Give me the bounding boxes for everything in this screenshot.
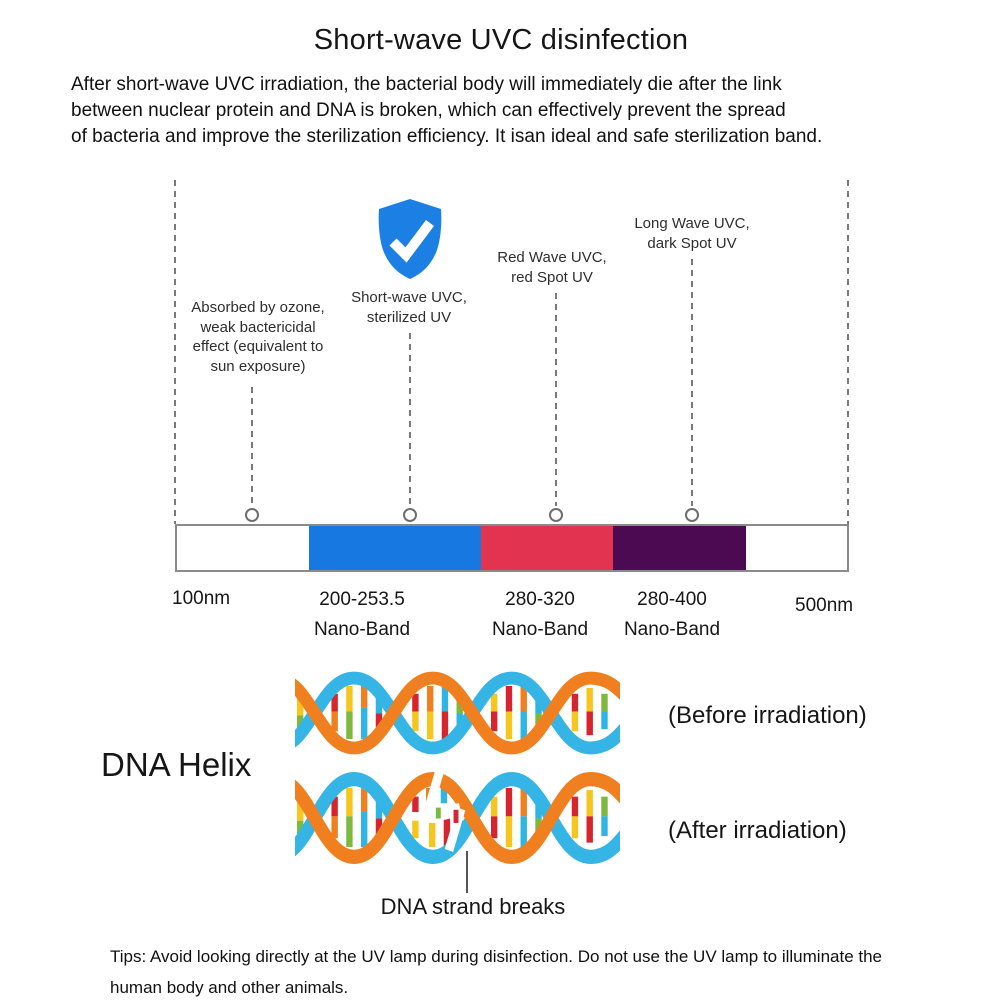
band-uvb-red <box>481 526 613 570</box>
annotation-line: dark Spot UV <box>647 234 737 252</box>
uv-spectrum-bar <box>175 524 849 572</box>
annotation-ozone: Absorbed by ozone, weak bactericidal eff… <box>183 298 333 376</box>
annotation-line: Short-wave UVC, <box>351 289 467 306</box>
dna-helix-after-illustration <box>295 766 620 864</box>
tips-line: Tips: Avoid looking directly at the UV l… <box>110 947 883 966</box>
tips-line: human body and other animals. <box>110 978 349 997</box>
annotation-line: sterilized UV <box>366 308 452 326</box>
intro-line: of bacteria and improve the sterilizatio… <box>71 126 823 147</box>
tick-unit: Nano-Band <box>623 619 721 640</box>
annotation-ozone-circle-marker <box>245 508 259 522</box>
dna-strand-orange <box>295 671 620 755</box>
dna-strand-orange <box>295 772 620 864</box>
annotation-red-wave: Red Wave UVC, red Spot UV <box>476 248 628 287</box>
dna-rungs <box>296 685 608 740</box>
spectrum-right-boundary-dashed-line <box>847 180 849 524</box>
dna-break-gap <box>423 766 466 853</box>
annotation-line: sun exposure) <box>210 357 306 375</box>
strand-break-pointer-line <box>466 851 468 893</box>
scale-start-label: 100nm <box>172 588 231 609</box>
annotation-line: effect (equivalent to <box>192 338 324 355</box>
annotation-red-wave-circle-marker <box>549 508 563 522</box>
annotation-long-wave-pointer-dashed-line <box>691 259 693 506</box>
scale-end-label: 500nm <box>795 595 854 616</box>
dna-strand-cyan <box>295 671 620 755</box>
annotation-line: weak bactericidal <box>200 318 316 336</box>
annotation-line: Long Wave UVC, <box>634 215 750 232</box>
annotation-long-wave: Long Wave UVC, dark Spot UV <box>616 214 768 253</box>
tick-unit: Nano-Band <box>313 619 411 640</box>
after-irradiation-label: (After irradiation) <box>668 817 847 844</box>
dna-section-title: DNA Helix <box>101 746 252 783</box>
intro-paragraph: After short-wave UVC irradiation, the ba… <box>71 72 961 150</box>
before-irradiation-label: (Before irradiation) <box>668 702 867 729</box>
tick-uvb: 280-320 Nano-Band <box>460 585 620 645</box>
tick-uva: 280-400 Nano-Band <box>592 585 752 645</box>
tick-range: 280-320 <box>505 589 575 610</box>
annotation-shortwave-circle-marker <box>403 508 417 522</box>
annotation-line: Red Wave UVC, <box>497 249 607 266</box>
annotation-red-wave-pointer-dashed-line <box>555 293 557 506</box>
annotation-ozone-pointer-dashed-line <box>251 387 253 506</box>
tick-range: 200-253.5 <box>319 589 405 610</box>
tips-note: Tips: Avoid looking directly at the UV l… <box>110 941 920 1002</box>
dna-helix-before-illustration <box>295 671 620 755</box>
dna-strand-cyan <box>295 772 620 864</box>
tick-unit: Nano-Band <box>491 619 589 640</box>
shield-check-icon <box>378 199 442 279</box>
annotation-line: Absorbed by ozone, <box>191 299 325 316</box>
annotation-shortwave: Short-wave UVC, sterilized UV <box>333 288 485 327</box>
spectrum-left-boundary-dashed-line <box>174 180 176 524</box>
intro-line: between nuclear protein and DNA is broke… <box>71 100 786 121</box>
annotation-shortwave-pointer-dashed-line <box>409 333 411 506</box>
annotation-line: red Spot UV <box>511 268 593 286</box>
strand-break-label: DNA strand breaks <box>380 894 566 919</box>
band-uvc-blue <box>309 526 481 570</box>
intro-line: After short-wave UVC irradiation, the ba… <box>71 74 782 95</box>
page-title: Short-wave UVC disinfection <box>313 24 689 56</box>
tick-range: 280-400 <box>637 589 707 610</box>
annotation-long-wave-circle-marker <box>685 508 699 522</box>
tick-uvc: 200-253.5 Nano-Band <box>282 585 442 645</box>
band-uva-purple <box>613 526 746 570</box>
